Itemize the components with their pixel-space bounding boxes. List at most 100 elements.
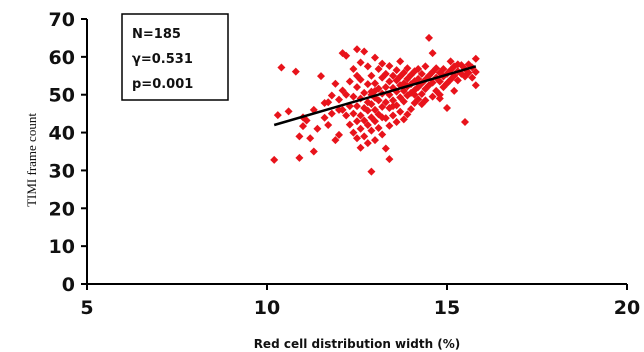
data-point [360,47,369,56]
data-point [273,111,282,120]
stats-n: N=185 [132,27,181,42]
data-point [381,144,390,153]
data-point [327,109,336,118]
data-point [410,90,419,99]
data-point [335,95,343,104]
data-point [381,69,390,78]
data-point [399,68,408,77]
x-tick-label: 20 [614,297,640,319]
data-point [428,92,437,101]
data-point [389,96,397,105]
data-point [371,86,379,95]
data-point [385,155,394,164]
data-point [342,90,351,99]
data-point [381,98,390,107]
data-point [421,62,430,71]
data-point [385,61,394,70]
data-point [309,147,318,156]
data-point [331,136,340,145]
data-point [360,116,369,125]
data-point [295,132,304,141]
data-point [417,69,426,78]
data-point [435,77,444,86]
data-point [302,116,311,125]
data-point [389,71,397,80]
data-point [342,111,351,120]
data-point [374,64,383,73]
data-point [450,86,459,95]
data-point [461,117,469,126]
trend-line [273,65,477,127]
data-point [378,102,387,111]
y-axis-label: TIMI frame count [24,113,39,207]
data-point [349,92,358,101]
data-point [414,64,423,73]
data-point [371,79,379,88]
data-point [277,63,286,72]
x-ticks: 5 10 15 20 [80,284,640,319]
data-point [320,113,329,122]
data-point [396,107,405,116]
data-point [284,107,293,116]
data-point [363,139,372,148]
data-point [453,76,462,85]
data-point [417,89,426,98]
data-point [471,68,480,76]
data-point [428,49,437,58]
x-tick-label: 5 [80,297,93,319]
data-point [381,83,390,92]
data-point [378,59,387,68]
data-point [327,91,336,100]
data-point [353,83,361,92]
x-tick-label: 15 [434,297,460,319]
stats-box-frame [121,13,229,101]
data-point [471,54,480,63]
data-point [363,80,372,89]
data-point [421,96,430,105]
x-tick-label: 10 [254,297,280,319]
data-point [349,128,358,137]
data-point [374,96,383,105]
data-point [403,64,412,73]
y-tick-label: 40 [49,123,75,145]
data-point [324,98,333,107]
data-point [374,124,383,133]
data-point [353,71,361,80]
data-point [356,124,365,133]
data-point [468,73,477,82]
axes [86,19,627,285]
data-point [349,109,358,118]
data-point [356,111,365,120]
data-point [367,100,376,109]
data-point [356,58,365,67]
data-point [345,77,354,86]
data-point [270,155,279,164]
data-point [450,62,459,71]
data-point [363,62,372,71]
data-point [443,103,451,112]
data-point [446,57,455,66]
data-point [335,130,343,139]
data-point [392,66,401,75]
data-point [439,64,448,73]
y-tick-label: 10 [49,236,75,258]
data-point [371,53,379,62]
data-point [291,67,300,76]
data-point [317,72,325,81]
data-point [356,143,365,152]
data-point [385,77,394,86]
data-point [399,97,408,106]
data-point [389,102,397,111]
data-point [353,45,361,54]
data-point [306,134,315,143]
data-point [389,111,397,120]
data-point [385,121,394,130]
y-tick-label: 60 [49,47,75,69]
data-point [360,132,369,141]
y-tick-label: 50 [49,85,75,107]
data-point [399,115,408,124]
data-point [378,130,387,139]
data-point [363,106,372,115]
data-point [414,74,423,83]
data-point [313,124,322,133]
